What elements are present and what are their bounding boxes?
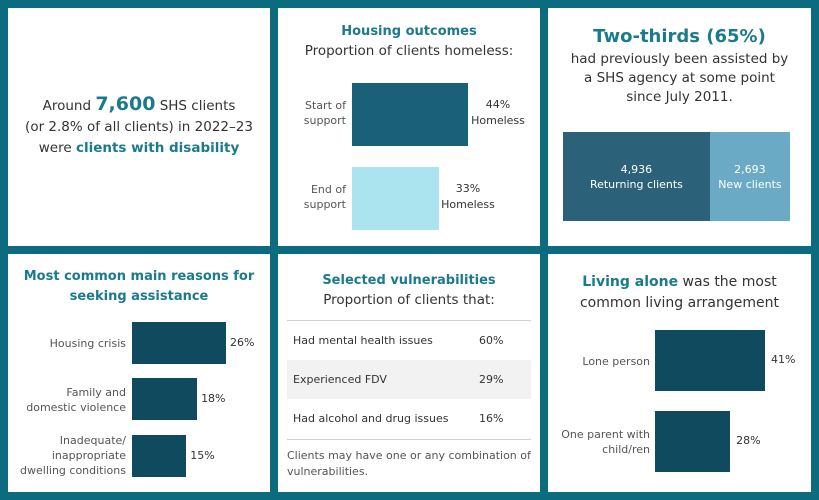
housing-label-start: Start of support — [284, 98, 346, 128]
disability-line1-rest: SHS clients — [155, 98, 236, 114]
vulnerability-label: Had mental health issues — [293, 334, 433, 347]
returning-desc-line2: a SHS agency at some point — [584, 70, 775, 86]
living-label-one-parent-line1: One parent with — [561, 428, 650, 441]
disability-line2: (or 2.8% of all clients) in 2022–23 — [25, 119, 253, 135]
reason-label-dwelling-line1: Inadequate/ — [59, 434, 126, 447]
living-value-one-parent: 28% — [736, 434, 761, 447]
vulnerabilities-note: Clients may have one or any combination … — [287, 448, 537, 480]
vulnerability-value: 29% — [479, 373, 504, 386]
reason-label-dwelling-line3: dwelling conditions — [20, 464, 126, 477]
returning-clients-value: 4,936 — [620, 162, 653, 176]
disability-panel: Around 7,600 SHS clients (or 2.8% of all… — [8, 8, 270, 246]
reasons-title: Most common main reasons for seeking ass… — [8, 267, 270, 307]
table-row: Had alcohol and drug issues 16% — [287, 399, 531, 438]
reason-label-dwelling-line2: inappropriate — [51, 449, 126, 462]
reason-label-fdv-line2: domestic violence — [26, 401, 126, 414]
reasons-title-line1: Most common main reasons for — [23, 269, 255, 284]
table-bottom-divider — [287, 439, 531, 440]
reasons-panel: Most common main reasons for seeking ass… — [8, 254, 270, 492]
disability-emphasis: clients with disability — [75, 140, 240, 156]
disability-number: 7,600 — [95, 93, 156, 115]
returning-desc-line1: had previously been assisted by — [570, 51, 789, 67]
reason-value-fdv: 18% — [201, 392, 226, 405]
vulnerabilities-note-line2: vulnerabilities. — [287, 465, 369, 478]
housing-value-start-sub: Homeless — [471, 114, 525, 127]
housing-value-start-pct: 44% — [485, 98, 511, 111]
table-row: Experienced FDV 29% — [287, 360, 531, 399]
living-value-lone: 41% — [771, 353, 796, 366]
living-bar-lone — [655, 330, 765, 391]
living-title-line2: common living arrangement — [579, 295, 779, 311]
disability-summary: Around 7,600 SHS clients (or 2.8% of all… — [8, 94, 270, 159]
housing-value-end: 33% Homeless — [436, 181, 500, 213]
returning-clients-panel: Two-thirds (65%) had previously been ass… — [548, 8, 811, 246]
living-bar-one-parent — [655, 411, 731, 472]
returning-clients-label: Returning clients — [589, 177, 683, 191]
reasons-title-line2: seeking assistance — [69, 289, 209, 304]
table-row: Had mental health issues 60% — [287, 321, 531, 360]
housing-label-start-line2: support — [303, 114, 346, 127]
returning-headline: Two-thirds (65%) — [593, 26, 766, 47]
living-label-lone-line1: Lone person — [582, 355, 650, 368]
vulnerability-label: Experienced FDV — [293, 373, 387, 386]
living-title-emphasis: Living alone — [582, 274, 679, 290]
housing-value-start: 44% Homeless — [466, 97, 530, 129]
living-title: Living alone was the most common living … — [548, 272, 811, 314]
table-top-divider — [287, 320, 531, 321]
reason-bar-fdv — [132, 378, 198, 420]
reason-label-housing-crisis: Housing crisis — [14, 336, 126, 351]
reason-label-fdv: Family and domestic violence — [14, 385, 126, 415]
reason-bar-housing-crisis — [132, 322, 226, 364]
reason-label-fdv-line1: Family and — [66, 386, 126, 399]
vulnerabilities-note-line1: Clients may have one or any combination … — [287, 449, 531, 462]
reason-label-housing-crisis-line1: Housing crisis — [49, 337, 126, 350]
living-label-one-parent: One parent with child/ren — [552, 427, 650, 457]
housing-bar-start — [352, 83, 468, 146]
vulnerabilities-title: Selected vulnerabilities — [322, 273, 496, 288]
housing-subtitle: Proportion of clients homeless: — [304, 43, 514, 59]
housing-label-start-line1: Start of — [305, 99, 346, 112]
living-label-one-parent-line2: child/ren — [602, 443, 650, 456]
disability-prefix: Around — [42, 98, 96, 114]
reason-label-dwelling: Inadequate/ inappropriate dwelling condi… — [14, 433, 126, 478]
reason-value-housing-crisis: 26% — [230, 336, 255, 349]
new-clients-label: New clients — [718, 177, 782, 191]
disability-line3-prefix: were — [38, 140, 76, 156]
living-arrangement-panel: Living alone was the most common living … — [548, 254, 811, 492]
new-clients-segment: 2,693 New clients — [709, 132, 790, 221]
housing-label-end-line1: End of — [310, 183, 346, 196]
housing-title: Housing outcomes — [341, 24, 477, 39]
returning-description: had previously been assisted by a SHS ag… — [548, 50, 811, 107]
housing-value-end-pct: 33% — [455, 182, 481, 195]
housing-label-end: End of support — [284, 182, 346, 212]
vulnerability-value: 16% — [479, 412, 504, 425]
reason-bar-dwelling — [132, 435, 187, 477]
living-label-lone: Lone person — [552, 354, 650, 369]
housing-value-end-sub: Homeless — [441, 198, 495, 211]
housing-label-end-line2: support — [303, 198, 346, 211]
vulnerabilities-panel: Selected vulnerabilities Proportion of c… — [278, 254, 540, 492]
housing-bar-end — [352, 167, 439, 230]
new-clients-value: 2,693 — [734, 162, 766, 176]
returning-desc-line3: since July 2011. — [626, 89, 733, 105]
reason-value-dwelling: 15% — [190, 449, 215, 462]
vulnerability-value: 60% — [479, 334, 504, 347]
returning-clients-segment: 4,936 Returning clients — [563, 132, 710, 221]
vulnerability-label: Had alcohol and drug issues — [293, 412, 449, 425]
living-title-rest: was the most — [678, 274, 777, 290]
housing-outcomes-panel: Housing outcomes Proportion of clients h… — [278, 8, 540, 246]
vulnerabilities-subtitle: Proportion of clients that: — [323, 292, 495, 308]
